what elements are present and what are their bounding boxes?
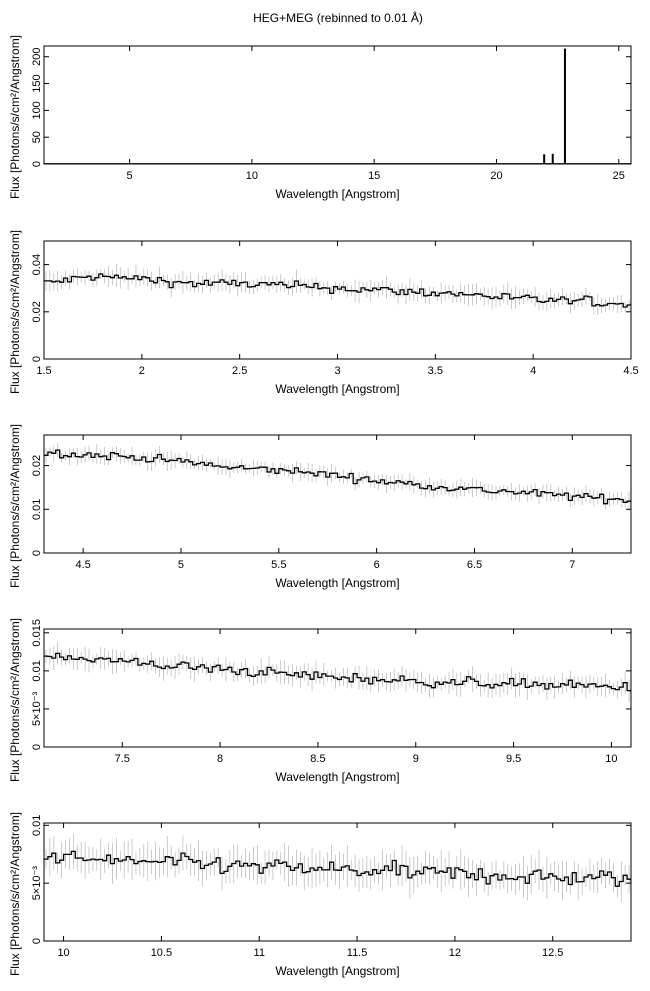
y-tick-label: 0.01 — [31, 660, 43, 681]
y-tick-label: 0.015 — [31, 619, 43, 647]
plot-area — [44, 833, 631, 902]
panel-5: 10 10.5 11 11.5 12 12.5 0 5×10⁻³ 0.01 Wavelength … — [8, 812, 632, 978]
x-tick-label: 2 — [139, 365, 145, 377]
x-tick-label: 8 — [217, 753, 223, 765]
y-tick-label: 0.01 — [31, 499, 43, 520]
y-tick-label: 0 — [31, 356, 43, 362]
x-tick-label: 5.5 — [271, 559, 286, 571]
x-tick-label: 10.5 — [151, 947, 172, 959]
x-tick-label: 20 — [490, 170, 502, 182]
x-axis-label: Wavelength [Angstrom] — [275, 187, 399, 201]
y-axis-label: Flux [Photons/s/cm²/Angstrom] — [8, 35, 22, 199]
x-tick-label: 25 — [613, 170, 625, 182]
y-tick-label: 200 — [31, 48, 43, 66]
y-tick-label: 5×10⁻³ — [31, 691, 43, 726]
y-tick-label: 0 — [31, 161, 43, 167]
y-tick-label: 150 — [31, 74, 43, 92]
flux-histogram — [44, 273, 631, 308]
y-axis-label: Flux [Photons/s/cm²/Angstrom] — [8, 230, 22, 394]
panel-3: 4.5 5 5.5 6 6.5 7 0 0.01 0.02 Wavelength [Angstro… — [8, 424, 632, 590]
plot-frame — [43, 822, 632, 942]
y-tick-label: 5×10⁻³ — [31, 866, 43, 901]
x-axis-label: Wavelength [Angstrom] — [275, 382, 399, 396]
x-tick-label: 10 — [246, 170, 258, 182]
plot-frame — [43, 628, 632, 748]
y-axis-label: Flux [Photons/s/cm²/Angstrom] — [8, 618, 22, 782]
x-axis-label: Wavelength [Angstrom] — [275, 964, 399, 978]
x-tick-label: 15 — [368, 170, 380, 182]
x-tick-label: 5 — [178, 559, 184, 571]
panel-1: 5 10 15 20 25 0 50 100 150 200 Wavelength [Angstro… — [8, 35, 632, 201]
y-tick-label: 0.02 — [31, 301, 43, 322]
x-tick-label: 9 — [413, 753, 419, 765]
x-tick-label: 7.5 — [115, 753, 130, 765]
plot-area — [44, 642, 631, 702]
x-tick-label: 4 — [530, 365, 536, 377]
y-tick-label: 0.04 — [31, 254, 43, 275]
panel-2: 1.5 2 2.5 3 3.5 4 4.5 0 0.02 0.04 Wavelength [Angs… — [8, 230, 639, 396]
plot-area — [44, 442, 631, 511]
y-tick-label: 0.02 — [31, 455, 43, 476]
x-tick-label: 9.5 — [506, 753, 521, 765]
x-tick-label: 8.5 — [310, 753, 325, 765]
flux-histogram — [44, 449, 631, 505]
flux-histogram — [44, 652, 631, 693]
plot-area — [44, 263, 631, 316]
x-tick-label: 6.5 — [467, 559, 482, 571]
x-tick-label: 3 — [334, 365, 340, 377]
plot-frame — [43, 434, 632, 554]
panel-4: 7.5 8 8.5 9 9.5 10 0 5×10⁻³ 0.01 0.015 Wavelength … — [8, 618, 632, 784]
x-tick-label: 4.5 — [623, 365, 638, 377]
x-tick-label: 1.5 — [36, 365, 51, 377]
x-axis-label: Wavelength [Angstrom] — [275, 576, 399, 590]
x-tick-label: 4.5 — [75, 559, 90, 571]
plot-area — [44, 48, 631, 164]
x-tick-label: 10 — [605, 753, 617, 765]
y-tick-label: 0 — [31, 744, 43, 750]
flux-histogram — [44, 850, 631, 887]
y-axis-label: Flux [Photons/s/cm²/Angstrom] — [8, 812, 22, 976]
y-tick-label: 0 — [31, 550, 43, 556]
y-tick-label: 100 — [31, 101, 43, 119]
x-tick-label: 6 — [374, 559, 380, 571]
x-tick-label: 7 — [569, 559, 575, 571]
y-axis-label: Flux [Photons/s/cm²/Angstrom] — [8, 424, 22, 588]
x-tick-label: 2.5 — [232, 365, 247, 377]
x-tick-label: 3.5 — [428, 365, 443, 377]
y-tick-label: 0 — [31, 938, 43, 944]
y-tick-label: 50 — [31, 131, 43, 143]
x-tick-label: 5 — [127, 170, 133, 182]
y-tick-label: 0.01 — [31, 815, 43, 836]
figure-title: HEG+MEG (rebinned to 0.01 Å) — [253, 10, 423, 25]
x-tick-label: 10 — [57, 947, 69, 959]
x-tick-label: 12.5 — [542, 947, 563, 959]
x-tick-label: 11 — [254, 947, 265, 959]
x-tick-label: 11.5 — [347, 947, 368, 959]
plot-frame — [43, 45, 632, 165]
x-tick-label: 12 — [449, 947, 461, 959]
x-axis-label: Wavelength [Angstrom] — [275, 770, 399, 784]
